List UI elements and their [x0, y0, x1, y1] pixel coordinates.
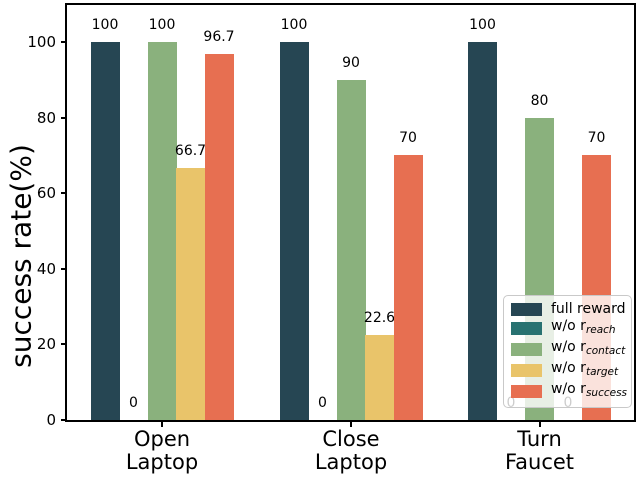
x-tick-mark [161, 422, 163, 427]
x-tick-line: Close [322, 427, 380, 451]
legend-item-full-reward: full reward [511, 301, 626, 317]
y-tick-label: 100 [27, 33, 56, 51]
value-label-w-o-r-reach-close-laptop: 0 [318, 395, 327, 411]
y-tick-label: 20 [36, 335, 56, 354]
value-label-full-reward-close-laptop: 100 [280, 17, 308, 33]
x-tick-line: Faucet [504, 450, 575, 474]
x-tick-line: Laptop [314, 450, 388, 474]
value-label-w-o-r-target-open-laptop: 66.7 [174, 143, 207, 159]
x-tick-line: Turn [517, 427, 562, 451]
bar-full-reward-turn-faucet [468, 42, 497, 420]
bar-w-o-r-target-close-laptop [365, 335, 394, 420]
legend-swatch [511, 303, 542, 316]
value-label-w-o-r-success-turn-faucet: 70 [587, 130, 606, 146]
bar-w-o-r-success-open-laptop [204, 54, 234, 420]
legend-item-w-o-r-reach: w/o rreach [511, 319, 624, 338]
y-axis-label: success rate(%) [4, 144, 38, 368]
legend-label-subscript: contact [585, 345, 626, 357]
legend-label-subscript: target [585, 366, 619, 378]
y-tick-mark [61, 41, 66, 43]
bar-w-o-r-target-open-laptop [176, 168, 205, 420]
y-tick-label: 0 [46, 411, 56, 429]
legend-label: w/o rreach [551, 318, 616, 337]
bar-w-o-r-success-close-laptop [393, 155, 423, 420]
bar-w-o-r-contact-close-laptop [336, 80, 366, 420]
legend-label: w/o rsuccess [551, 381, 628, 400]
legend-label-subscript: reach [585, 324, 616, 336]
x-tick-label-open-laptop: Open Laptop [126, 428, 198, 474]
y-tick-mark [61, 267, 66, 270]
legend-label-subscript: success [585, 387, 628, 399]
legend: full reward w/o rreach w/o rcontact w/o rta… [503, 295, 632, 408]
value-label-w-o-r-contact-close-laptop: 90 [342, 55, 360, 71]
x-tick-label-close-laptop: Close Laptop [315, 428, 387, 474]
value-label-w-o-r-success-close-laptop: 70 [399, 130, 417, 146]
legend-swatch [511, 364, 542, 377]
y-tick-label: 80 [36, 108, 56, 127]
legend-item-w-o-r-success: w/o rsuccess [511, 381, 628, 401]
x-tick-mark [538, 422, 541, 427]
value-label-w-o-r-reach-open-laptop: 0 [129, 395, 138, 411]
y-tick-label: 60 [36, 184, 56, 203]
y-tick-label: 40 [36, 259, 56, 278]
value-label-w-o-r-target-close-laptop: 22.6 [363, 310, 396, 326]
bar-full-reward-close-laptop [279, 42, 309, 420]
value-label-w-o-r-success-open-laptop: 96.7 [203, 29, 235, 45]
x-tick-line: Laptop [125, 450, 199, 474]
legend-label: w/o rtarget [551, 360, 619, 379]
bar-w-o-r-contact-open-laptop [147, 42, 177, 420]
legend-label: w/o rcontact [551, 339, 626, 358]
legend-item-w-o-r-contact: w/o rcontact [511, 339, 626, 359]
y-tick-mark [61, 116, 66, 119]
legend-label: full reward [551, 301, 626, 317]
y-tick-mark [61, 419, 66, 421]
value-label-w-o-r-contact-open-laptop: 100 [148, 17, 176, 33]
legend-swatch [511, 322, 542, 335]
bar-full-reward-open-laptop [90, 42, 120, 420]
y-tick-mark [61, 343, 66, 346]
legend-item-w-o-r-target: w/o rtarget [511, 361, 624, 380]
value-label-full-reward-open-laptop: 100 [91, 17, 119, 33]
x-tick-label-turn-faucet: Turn Faucet [505, 428, 574, 474]
y-tick-mark [61, 192, 66, 195]
value-label-w-o-r-contact-turn-faucet: 80 [530, 93, 549, 109]
legend-swatch [511, 343, 542, 356]
x-tick-mark [350, 422, 352, 427]
legend-swatch [511, 385, 542, 398]
x-tick-line: Open [133, 427, 191, 451]
value-label-full-reward-turn-faucet: 100 [469, 17, 496, 33]
